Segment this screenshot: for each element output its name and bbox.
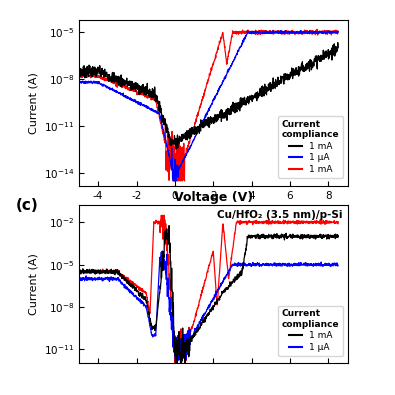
Legend: 1 mA, 1 μA: 1 mA, 1 μA xyxy=(278,306,343,356)
Text: Voltage (V): Voltage (V) xyxy=(174,191,253,204)
Text: Cu/HfO₂ (3.5 nm)/p-Si: Cu/HfO₂ (3.5 nm)/p-Si xyxy=(217,210,342,220)
Legend: 1 mA, 1 μA, 1 mA: 1 mA, 1 μA, 1 mA xyxy=(278,116,343,178)
Text: (c): (c) xyxy=(16,198,39,213)
Y-axis label: Current (A): Current (A) xyxy=(28,72,38,134)
Y-axis label: Current (A): Current (A) xyxy=(28,254,39,315)
